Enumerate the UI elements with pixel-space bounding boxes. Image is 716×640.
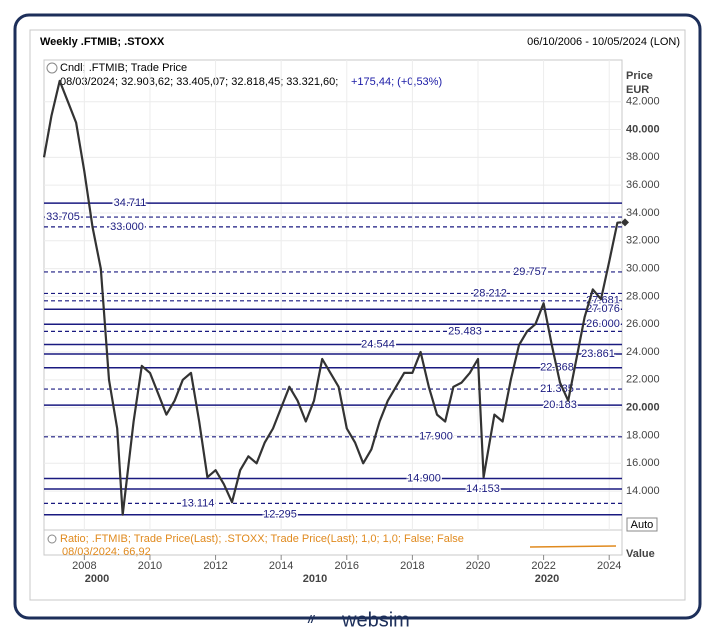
y-tick-label: 28.000 <box>626 290 660 302</box>
brand: websim <box>341 609 410 631</box>
x-tick-label: 2020 <box>466 560 490 572</box>
auto-button[interactable] <box>626 517 658 532</box>
y-tick-label: 40.000 <box>626 123 660 135</box>
level-label: 17.900 <box>419 431 453 443</box>
legend-icon <box>46 62 58 74</box>
level-label: 26.000 <box>586 318 620 330</box>
y-tick-label: 34.000 <box>626 207 660 219</box>
level-label: 14.153 <box>466 483 500 495</box>
decade-label: 2010 <box>303 573 327 585</box>
brand-icon: // <box>307 614 316 626</box>
chart-title: Weekly .FTMIB; .STOXX <box>40 36 165 48</box>
legend-line: 08/03/2024; 32.903,62; 33.405,07; 32.818… <box>60 76 338 88</box>
ratio-legend: 08/03/2024: 66,92 <box>62 546 151 558</box>
level-label: 27.681 <box>586 295 620 307</box>
legend-change: +175,44; (+0,53%) <box>351 76 442 88</box>
legend-line: Cndl; .FTMIB; Trade Price <box>60 62 187 74</box>
level-label: 24.544 <box>361 338 395 350</box>
inner-panel <box>29 29 686 601</box>
ratio-line <box>529 545 617 548</box>
level-label: 34.711 <box>114 197 147 209</box>
y-tick-label: 32.000 <box>626 235 660 247</box>
y-tick-label: 42.000 <box>626 96 660 108</box>
y-axis-title: Price <box>626 70 653 82</box>
ratio-icon <box>47 534 57 544</box>
y-tick-label: 24.000 <box>626 346 660 358</box>
level-label: 27.076 <box>586 303 620 315</box>
level-label: 13.114 <box>182 497 215 509</box>
level-label: 33.000 <box>110 221 144 233</box>
y-tick-label: 20.000 <box>626 402 660 414</box>
x-tick-label: 2022 <box>531 560 555 572</box>
y-tick-label: 38.000 <box>626 151 660 163</box>
level-label: 28.212 <box>473 287 507 299</box>
last-marker <box>621 218 629 227</box>
level-label: 12.295 <box>263 509 297 521</box>
level-label: 14.900 <box>407 472 441 484</box>
level-label: 20.183 <box>543 399 577 411</box>
y-tick-label: 14.000 <box>626 485 660 497</box>
ratio-axis-title: Value <box>626 548 655 560</box>
level-label: 23.861 <box>581 348 615 360</box>
level-label: 21.335 <box>540 383 574 395</box>
y-tick-label: 16.000 <box>626 457 660 469</box>
ratio-legend: Ratio; .FTMIB; Trade Price(Last); .STOXX… <box>60 533 464 545</box>
level-label: 29.757 <box>513 266 547 278</box>
price-line <box>42 79 622 516</box>
x-tick-label: 2014 <box>269 560 293 572</box>
x-tick-label: 2024 <box>597 560 621 572</box>
level-label: 33.705 <box>46 211 80 223</box>
decade-label: 2020 <box>535 573 559 585</box>
x-tick-label: 2010 <box>138 560 162 572</box>
y-tick-label: 36.000 <box>626 179 660 191</box>
ratio-frame <box>43 529 623 556</box>
y-axis-unit: EUR <box>626 84 649 96</box>
decade-label: 2000 <box>85 573 109 585</box>
y-tick-label: 30.000 <box>626 262 660 274</box>
level-label: 25.483 <box>448 325 482 337</box>
y-tick-label: 22.000 <box>626 374 660 386</box>
x-tick-label: 2008 <box>72 560 96 572</box>
date-range: 06/10/2006 - 10/05/2024 (LON) <box>527 36 680 48</box>
x-tick-label: 2012 <box>203 560 227 572</box>
x-tick-label: 2018 <box>400 560 424 572</box>
y-tick-label: 26.000 <box>626 318 660 330</box>
auto-button-label[interactable]: Auto <box>631 519 654 531</box>
y-tick-label: 18.000 <box>626 429 660 441</box>
x-tick-label: 2016 <box>335 560 359 572</box>
